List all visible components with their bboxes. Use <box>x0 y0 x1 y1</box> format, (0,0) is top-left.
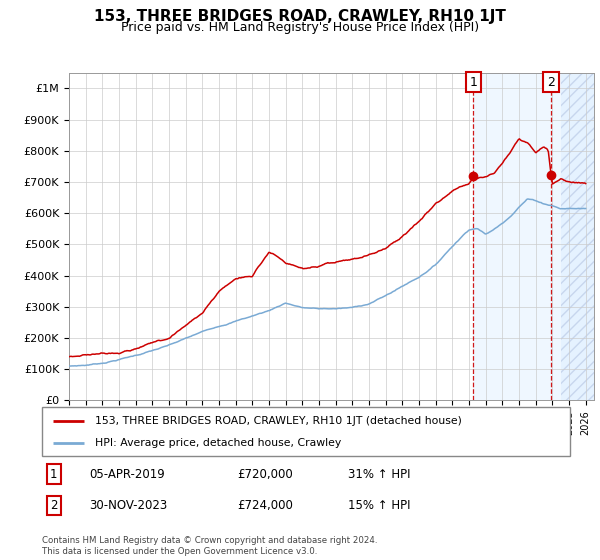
Text: 30-NOV-2023: 30-NOV-2023 <box>89 499 168 512</box>
Text: 2: 2 <box>50 499 58 512</box>
Text: 2: 2 <box>547 76 555 88</box>
Text: 31% ↑ HPI: 31% ↑ HPI <box>348 468 411 480</box>
Bar <box>473 73 594 400</box>
Text: 1: 1 <box>50 468 58 480</box>
Text: 05-APR-2019: 05-APR-2019 <box>89 468 165 480</box>
FancyBboxPatch shape <box>42 407 570 456</box>
Text: HPI: Average price, detached house, Crawley: HPI: Average price, detached house, Craw… <box>95 437 341 447</box>
Text: Price paid vs. HM Land Registry's House Price Index (HPI): Price paid vs. HM Land Registry's House … <box>121 21 479 34</box>
Text: Contains HM Land Registry data © Crown copyright and database right 2024.
This d: Contains HM Land Registry data © Crown c… <box>42 536 377 556</box>
Text: £720,000: £720,000 <box>238 468 293 480</box>
Text: 15% ↑ HPI: 15% ↑ HPI <box>348 499 411 512</box>
Text: 153, THREE BRIDGES ROAD, CRAWLEY, RH10 1JT (detached house): 153, THREE BRIDGES ROAD, CRAWLEY, RH10 1… <box>95 416 461 426</box>
Text: £724,000: £724,000 <box>238 499 293 512</box>
Bar <box>560 73 594 400</box>
Text: 1: 1 <box>470 76 478 88</box>
Text: 153, THREE BRIDGES ROAD, CRAWLEY, RH10 1JT: 153, THREE BRIDGES ROAD, CRAWLEY, RH10 1… <box>94 9 506 24</box>
